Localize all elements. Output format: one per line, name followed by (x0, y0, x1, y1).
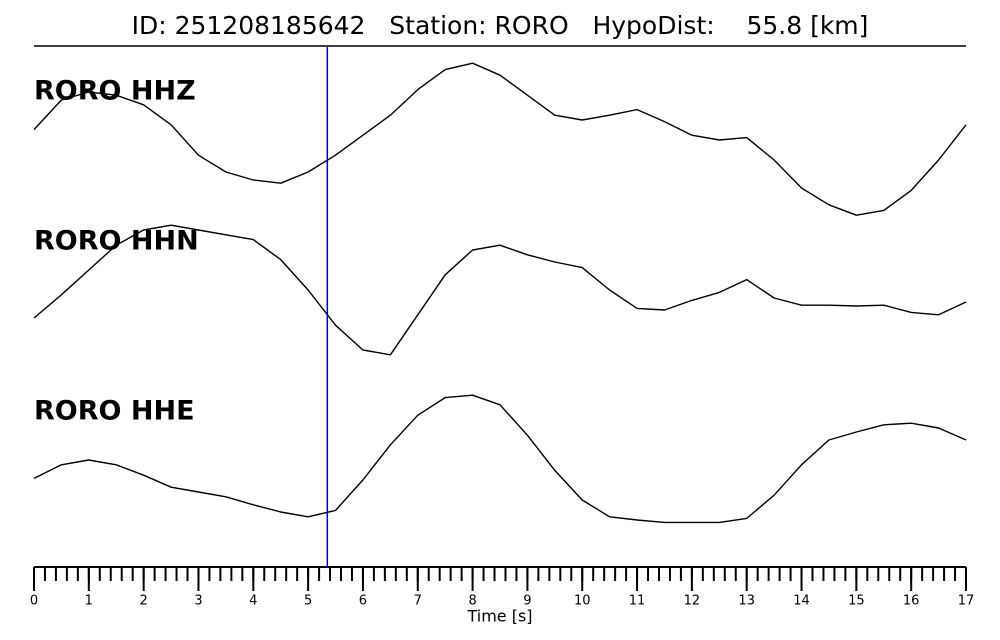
chart-title: ID: 251208185642 Station: RORO HypoDist:… (132, 11, 869, 40)
trace (33, 62, 967, 216)
x-tick-label: 1 (85, 594, 93, 609)
x-tick-label: 5 (304, 594, 312, 609)
x-tick-label: 2 (140, 594, 148, 609)
trace-label: RORO HHZ (34, 76, 196, 107)
trace (33, 394, 967, 524)
trace-label: RORO HHE (34, 396, 195, 427)
x-tick-label: 14 (793, 594, 810, 609)
x-tick-label: 0 (30, 594, 38, 609)
x-tick-label: 7 (414, 594, 422, 609)
x-tick-label: 16 (903, 594, 920, 609)
x-tick-label: 10 (574, 594, 591, 609)
x-tick-label: 11 (629, 594, 646, 609)
x-tick-label: 6 (359, 594, 367, 609)
trace-label: RORO HHN (34, 226, 199, 257)
x-tick-label: 13 (738, 594, 755, 609)
x-axis-label: Time [s] (466, 607, 532, 626)
x-tick-label: 17 (958, 594, 975, 609)
trace (33, 224, 967, 356)
x-tick-label: 4 (249, 594, 257, 609)
x-tick-label: 3 (194, 594, 202, 609)
x-tick-label: 8 (468, 594, 476, 609)
x-tick-label: 12 (684, 594, 701, 609)
x-tick-label: 9 (523, 594, 531, 609)
x-tick-label: 15 (848, 594, 865, 609)
